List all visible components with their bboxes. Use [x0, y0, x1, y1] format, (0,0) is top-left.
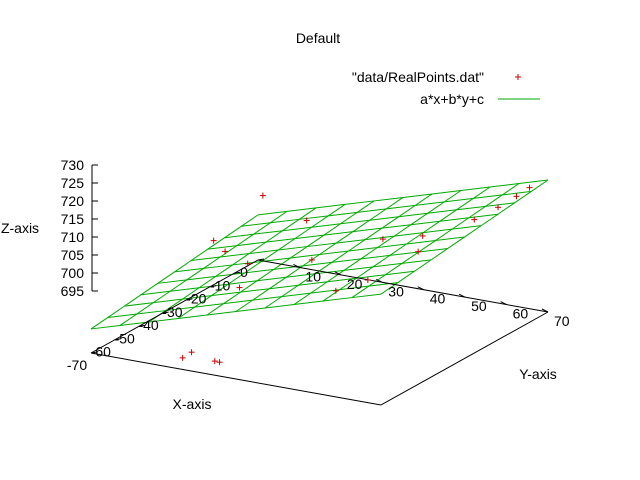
- y-tick-label: 40: [430, 291, 446, 307]
- x-axis-line: [90, 259, 259, 354]
- x-tick-mark: [234, 271, 241, 274]
- z-tick-label: 720: [61, 193, 85, 209]
- data-point: [332, 287, 339, 294]
- data-point: [513, 193, 520, 200]
- surface-line: [380, 179, 549, 295]
- x-tick-mark: [138, 324, 145, 327]
- x-tick-mark: [162, 311, 169, 314]
- y-tick-label: 70: [554, 313, 570, 329]
- z-tick-label: 705: [61, 247, 85, 263]
- x-tick-label: -30: [162, 304, 182, 320]
- surface-line: [322, 186, 491, 302]
- x-tick-label: -60: [91, 344, 111, 360]
- y-tick-mark: [458, 293, 466, 298]
- y-tick-label: 60: [513, 306, 529, 322]
- y-axis-back-line: [90, 352, 382, 406]
- x-tick-mark: [257, 258, 265, 261]
- legend-label-fit: a*x+b*y+c: [420, 91, 484, 107]
- surface-line: [351, 183, 520, 298]
- surface-line: [119, 210, 288, 326]
- x-axis-back-line: [380, 311, 549, 406]
- x-tick-mark: [186, 298, 193, 301]
- data-point: [303, 217, 310, 224]
- z-tick-label: 695: [61, 283, 85, 299]
- y-tick-mark: [417, 286, 424, 291]
- surface-line: [293, 190, 462, 305]
- data-point: [415, 248, 422, 255]
- chart-title: Default: [296, 30, 340, 46]
- data-point: [236, 284, 243, 291]
- surface-line: [177, 204, 346, 319]
- y-tick-mark: [334, 271, 342, 276]
- x-tick-label: -10: [210, 277, 230, 293]
- x-tick-label: -40: [138, 317, 158, 333]
- data-point: [216, 359, 223, 366]
- y-axis-label: Y-axis: [519, 366, 557, 382]
- y-tick-label: 10: [305, 268, 321, 284]
- data-point: [179, 354, 186, 361]
- z-tick-label: 710: [61, 229, 85, 245]
- data-point: [379, 236, 386, 243]
- tick-labels: -70-60-50-40-30-20-10 0 10 20 30 40 50 60 70 695 7…: [61, 157, 570, 373]
- y-tick-mark: [376, 278, 383, 283]
- data-point: [210, 237, 217, 244]
- data-points: [179, 184, 533, 366]
- data-point: [222, 248, 229, 255]
- data-point: [244, 260, 251, 267]
- z-axis-label: Z-axis: [1, 220, 39, 236]
- y-tick-mark: [541, 308, 549, 313]
- y-tick-label: 30: [388, 283, 404, 299]
- data-point: [211, 358, 218, 365]
- x-tick-label: -70: [67, 357, 87, 373]
- fit-surface: [90, 179, 549, 330]
- z-tick-label: 730: [61, 157, 85, 173]
- legend-mark-points: [515, 74, 521, 80]
- y-tick-label: 50: [471, 298, 487, 314]
- x-tick-mark: [114, 338, 121, 341]
- x-tick-mark: [210, 285, 217, 288]
- axes: [90, 164, 549, 406]
- surface-line: [235, 197, 404, 312]
- x-tick-label: -50: [115, 330, 135, 346]
- z-tick-label: 700: [61, 265, 85, 281]
- z-tick-label: 715: [61, 211, 85, 227]
- surface-line: [264, 193, 433, 309]
- surface-line: [206, 200, 375, 316]
- data-point: [526, 184, 533, 191]
- x-tick-label: 0: [240, 264, 248, 280]
- data-point: [419, 232, 426, 239]
- x-tick-label: -20: [186, 291, 206, 307]
- data-point: [471, 216, 478, 223]
- data-point: [188, 349, 195, 356]
- data-point: [364, 276, 371, 283]
- y-tick-mark: [293, 263, 300, 268]
- data-point: [308, 256, 315, 263]
- x-tick-mark: [90, 351, 98, 354]
- y-tick-label: 20: [347, 276, 363, 292]
- surface-line: [90, 214, 259, 330]
- surface-line: [148, 207, 317, 323]
- data-point: [259, 192, 266, 199]
- data-point: [495, 204, 502, 211]
- legend: "data/RealPoints.dat" a*x+b*y+c: [352, 69, 540, 107]
- z-tick-label: 725: [61, 175, 85, 191]
- y-axis-line: [257, 259, 549, 313]
- y-tick-mark: [500, 301, 507, 306]
- legend-label-points: "data/RealPoints.dat": [352, 69, 484, 85]
- x-axis-label: X-axis: [173, 396, 212, 412]
